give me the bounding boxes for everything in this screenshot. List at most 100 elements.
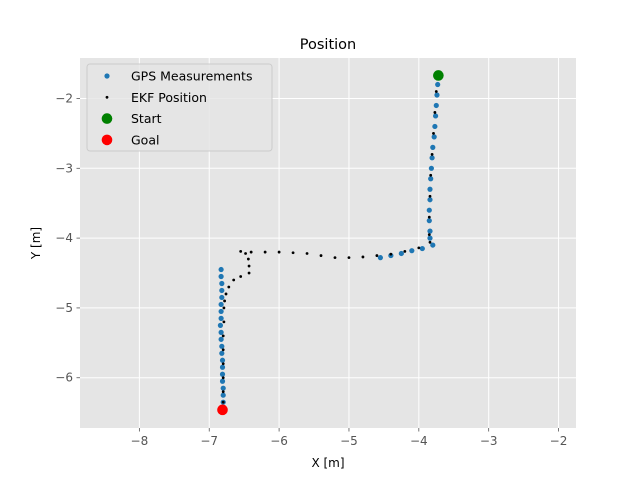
data-point [427,186,433,192]
data-point [222,306,226,310]
legend-marker [101,134,113,146]
data-point [218,329,224,335]
data-point [433,111,437,114]
legend-box [86,63,273,152]
data-point [428,194,432,198]
data-point [219,357,226,363]
data-point [428,176,434,182]
data-point [291,251,295,255]
data-point [433,102,439,109]
data-point [428,240,432,244]
legend: GPS Measurements EKF Position Start Goal [86,63,273,152]
data-point [429,173,433,177]
data-point [435,81,441,88]
legend-marker [101,113,113,124]
data-point [427,215,431,219]
data-point [218,315,224,321]
x-tick-label: −8 [131,434,149,448]
y-tick-label: −4 [55,231,73,245]
y-axis-label: Y [m] [29,227,43,260]
data-point [409,248,415,254]
series-goal [217,404,228,416]
y-tick-label: −6 [55,371,73,385]
legend-label: Goal [131,132,159,147]
data-point [222,320,226,324]
data-point [428,165,434,171]
data-point [389,252,393,256]
data-point [224,292,228,296]
data-point [220,385,226,391]
data-point [246,257,250,261]
x-axis: −8 −7 −6 −5 −4 −3 −2 [131,428,568,448]
data-point [429,155,435,161]
data-point [432,131,435,135]
y-tick-label: −2 [55,91,73,105]
data-point [319,254,323,257]
data-point [219,294,225,301]
x-tick-label: −4 [410,434,428,448]
legend-label: Start [131,111,162,126]
x-tick-label: −5 [340,434,358,448]
data-point [218,273,224,280]
series-gps-measurements [217,73,441,405]
data-point [377,255,383,261]
chart-title: Position [300,37,356,53]
data-point [221,390,225,394]
data-point [427,235,433,241]
data-point [221,334,225,338]
data-point [239,275,243,278]
data-point [221,362,225,366]
data-point [219,287,225,294]
y-tick-label: −3 [55,161,73,175]
data-point [239,249,243,253]
data-point [221,376,225,380]
data-point [426,207,432,213]
data-point [219,350,225,356]
data-point [431,134,437,140]
data-point [430,152,434,156]
data-point [417,246,421,250]
data-point [361,255,365,259]
data-point [220,392,226,398]
x-tick-label: −7 [200,434,218,448]
y-tick-label: −5 [55,301,73,315]
x-tick-label: −2 [550,434,568,448]
data-point [433,70,444,81]
data-point [419,245,425,252]
series-ekf-position [221,74,440,411]
data-point [430,242,436,248]
data-point [375,254,379,257]
data-point [398,250,404,257]
data-point [219,371,226,377]
data-point [223,299,227,303]
data-point [218,336,224,342]
data-point [221,348,225,352]
x-tick-label: −6 [270,434,288,448]
data-point [217,404,228,416]
data-point [249,250,253,254]
data-point [434,90,438,93]
y-axis: −2 −3 −4 −5 −6 [55,91,80,385]
data-point [219,343,225,349]
x-axis-label: X [m] [311,456,344,470]
data-point [426,218,432,224]
data-point [432,123,438,130]
series-layer [217,70,444,416]
data-point [403,249,407,253]
data-point [219,378,226,384]
legend-label: GPS Measurements [131,69,252,84]
data-point [218,308,224,315]
data-point [427,228,433,234]
data-point [247,264,251,268]
data-point [427,197,433,203]
data-point [218,266,224,273]
data-point [227,285,231,289]
data-point [263,250,267,254]
data-point [434,92,440,98]
data-point [277,250,281,254]
data-point [247,271,251,275]
data-point [221,400,225,404]
legend-label: EKF Position [131,90,207,105]
legend-marker [105,95,109,99]
data-point [432,113,439,119]
